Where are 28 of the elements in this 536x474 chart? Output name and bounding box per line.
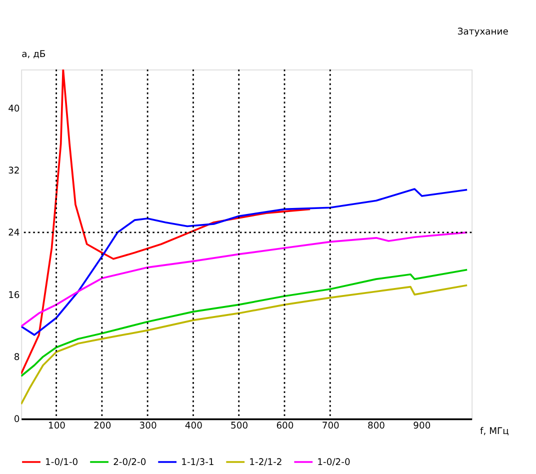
y-tick-label: 24 — [8, 228, 20, 239]
legend-label: 1-1/3-1 — [181, 456, 214, 468]
x-tick-label: 400 — [184, 420, 203, 432]
line-series — [21, 268, 468, 378]
x-tick-label: 800 — [367, 420, 386, 432]
y-tick-label: 8 — [14, 352, 20, 363]
x-axis-title: f, МГц — [480, 426, 509, 437]
line-series — [21, 188, 468, 336]
legend-label: 2-0/2-0 — [113, 456, 146, 468]
y-tick-label: 32 — [8, 166, 20, 177]
line-series — [21, 69, 311, 375]
x-tick-label: 700 — [322, 420, 340, 432]
x-tick-label: 900 — [413, 420, 431, 432]
x-tick-label: 200 — [94, 420, 112, 432]
x-tick-label: 500 — [230, 420, 248, 432]
chart-title: Затухание — [457, 26, 509, 38]
y-tick-label: 0 — [14, 414, 20, 426]
x-tick-label: 600 — [276, 420, 294, 432]
y-tick-label: 16 — [8, 290, 20, 301]
legend-label: 1-2/1-2 — [249, 456, 282, 468]
line-series — [21, 284, 468, 405]
x-tick-label: 100 — [48, 420, 66, 432]
line-series — [21, 232, 468, 328]
x-tick-label: 300 — [139, 420, 157, 432]
y-axis-title: a, дБ — [22, 49, 46, 60]
legend-label: 1-0/2-0 — [317, 456, 350, 468]
legend-label: 1-0/1-0 — [45, 456, 78, 468]
y-tick-label: 40 — [8, 103, 20, 114]
